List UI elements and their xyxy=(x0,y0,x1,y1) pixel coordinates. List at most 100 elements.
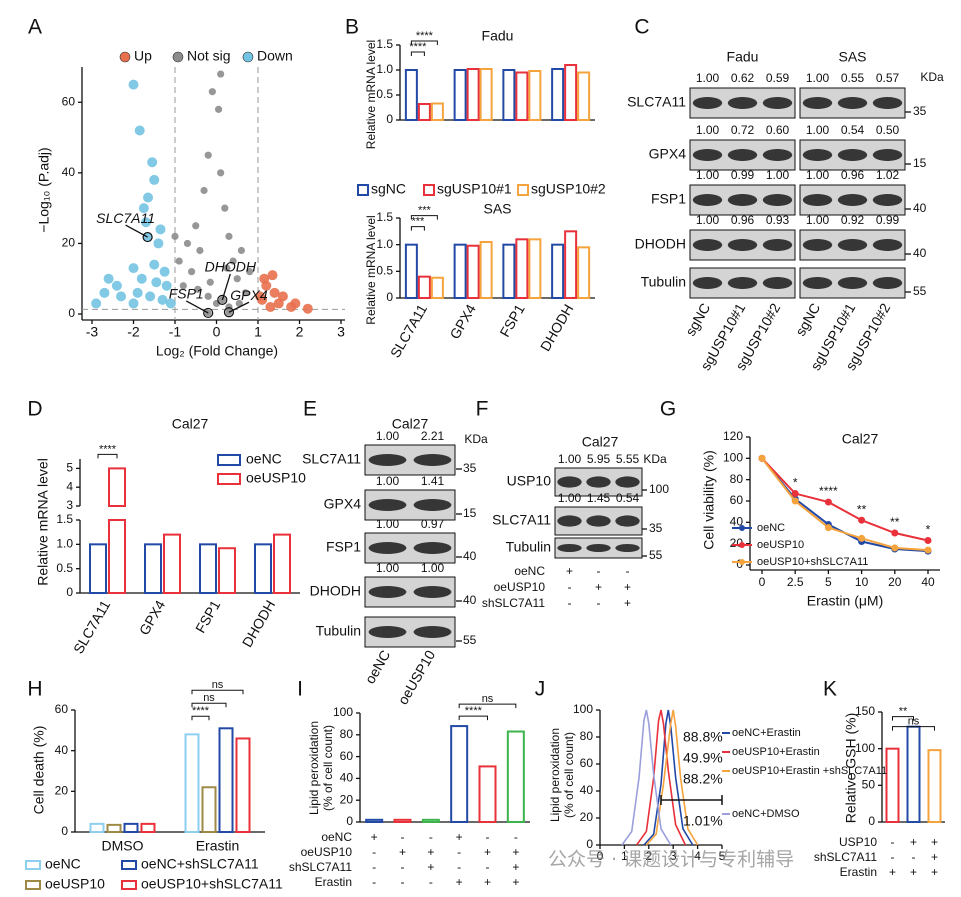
bar xyxy=(479,241,493,299)
lane-label: sgNC xyxy=(682,300,713,338)
bar xyxy=(551,243,565,300)
axis-label: Erastin (μM) xyxy=(807,593,884,609)
bar xyxy=(927,749,942,824)
condition-label: USP10 xyxy=(839,835,877,849)
significance-bracket xyxy=(458,703,517,709)
point xyxy=(188,268,196,276)
condition-sign: + xyxy=(624,580,631,594)
bar xyxy=(478,765,497,823)
significance-bracket xyxy=(97,453,118,459)
x-tick-label: GPX4 xyxy=(136,597,169,638)
condition-sign: - xyxy=(597,596,601,610)
y-tick-label: 60 xyxy=(580,756,594,770)
legend-label: Down xyxy=(257,48,293,64)
panel-letter: C xyxy=(634,16,649,39)
label-pointer xyxy=(221,273,231,301)
point xyxy=(143,192,154,203)
significance-bracket xyxy=(458,715,488,721)
bar xyxy=(515,71,529,121)
y-tick-label: 20 xyxy=(340,792,354,806)
ratio: 0.54 xyxy=(616,491,640,505)
blot-band xyxy=(692,194,723,206)
marker-size: 35 xyxy=(463,461,477,475)
legend-label: oeUSP10 xyxy=(757,539,804,551)
label-pointer xyxy=(125,224,148,238)
legend-marker xyxy=(739,559,745,565)
legend-marker xyxy=(242,51,254,63)
bar xyxy=(502,243,516,300)
significance: * xyxy=(926,523,931,537)
x-tick-label: FSP1 xyxy=(192,597,223,636)
bar xyxy=(89,822,105,833)
blot-band xyxy=(368,626,407,638)
condition-sign: + xyxy=(595,580,602,594)
bar xyxy=(140,822,156,833)
panel-letter: F xyxy=(476,398,489,421)
bar xyxy=(218,727,234,833)
point xyxy=(269,287,280,298)
condition-label: oeNC xyxy=(321,830,352,844)
x-tick-label: -1 xyxy=(169,324,182,340)
histogram-curve xyxy=(635,709,687,846)
series-line xyxy=(761,457,929,553)
chart-title: Cal27 xyxy=(172,416,209,432)
x-tick-label: 3 xyxy=(670,849,677,863)
blot-band xyxy=(837,149,868,161)
blot-band xyxy=(872,97,903,109)
blot-band xyxy=(727,277,758,289)
legend-label: oeUSP10+Erastin +shSLC7A11 xyxy=(732,765,887,777)
y-tick-label: 100 xyxy=(573,702,593,716)
row-label: Tubulin xyxy=(641,274,686,290)
significance-bracket xyxy=(410,215,438,220)
x-tick-label: DMSO xyxy=(102,838,144,854)
point xyxy=(891,544,899,552)
significance-bracket xyxy=(410,51,425,56)
blot-band xyxy=(615,544,640,552)
point xyxy=(273,298,284,309)
point xyxy=(111,280,122,291)
legend-label: oeUSP10+Erastin xyxy=(732,746,820,758)
blot-band xyxy=(413,626,452,638)
ratio: 1.00 xyxy=(421,561,445,575)
marker-size: 35 xyxy=(649,521,663,535)
condition-sign: + xyxy=(889,865,896,879)
point xyxy=(128,263,139,274)
blot-band xyxy=(802,239,833,251)
condition-sign: - xyxy=(429,875,433,889)
marker-size: 55 xyxy=(913,284,927,298)
blot-band xyxy=(413,586,452,598)
axis-label: Lipid peroxidation xyxy=(307,721,321,815)
blot-band xyxy=(586,544,611,552)
x-tick-label: SLC7A11 xyxy=(387,301,430,360)
histogram-curve xyxy=(645,709,699,846)
blot-band xyxy=(872,239,903,251)
point xyxy=(200,186,208,195)
bar xyxy=(108,519,126,594)
panel-letter: G xyxy=(660,398,676,421)
point xyxy=(241,289,250,297)
x-tick-label: 0 xyxy=(213,324,221,340)
row-label: DHODH xyxy=(310,583,361,599)
bar xyxy=(199,543,217,594)
label-target xyxy=(217,294,228,305)
y-tick-label: 60 xyxy=(55,702,69,716)
x-tick-label: 0 xyxy=(597,849,604,863)
legend-label: oeNC+Erastin xyxy=(732,727,801,739)
y-tick-label: 40 xyxy=(55,743,69,757)
bar xyxy=(564,230,578,299)
marker-size: 15 xyxy=(913,156,927,170)
ratio: 0.97 xyxy=(421,517,445,531)
axis-label: Relative mRNA level xyxy=(364,215,378,324)
bar xyxy=(163,533,181,594)
y-tick-label: 60 xyxy=(730,493,744,507)
point xyxy=(225,303,233,311)
blot-band xyxy=(615,476,640,488)
y-tick-label: 100 xyxy=(855,741,875,755)
blot-band xyxy=(727,194,758,206)
blot-band xyxy=(762,149,793,161)
legend-label: sgNC xyxy=(371,181,406,197)
ratio: 1.00 xyxy=(806,168,830,182)
y-tick-label: 0 xyxy=(346,814,353,828)
y-tick-label: 60 xyxy=(62,94,76,108)
y-tick-label: 0 xyxy=(386,290,393,304)
